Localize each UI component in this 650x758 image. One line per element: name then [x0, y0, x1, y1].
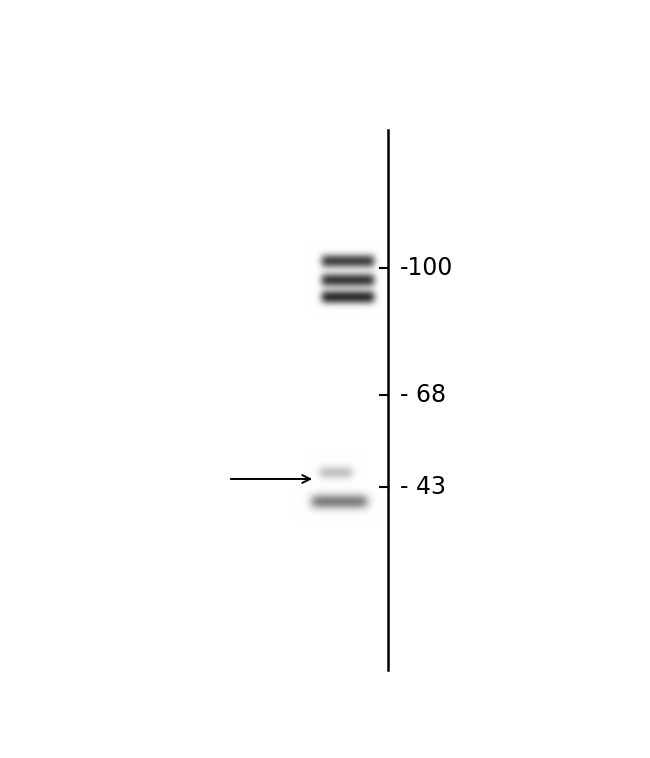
Text: - 68: - 68: [400, 383, 446, 407]
Text: - 43: - 43: [400, 475, 446, 499]
Text: -100: -100: [400, 256, 454, 280]
